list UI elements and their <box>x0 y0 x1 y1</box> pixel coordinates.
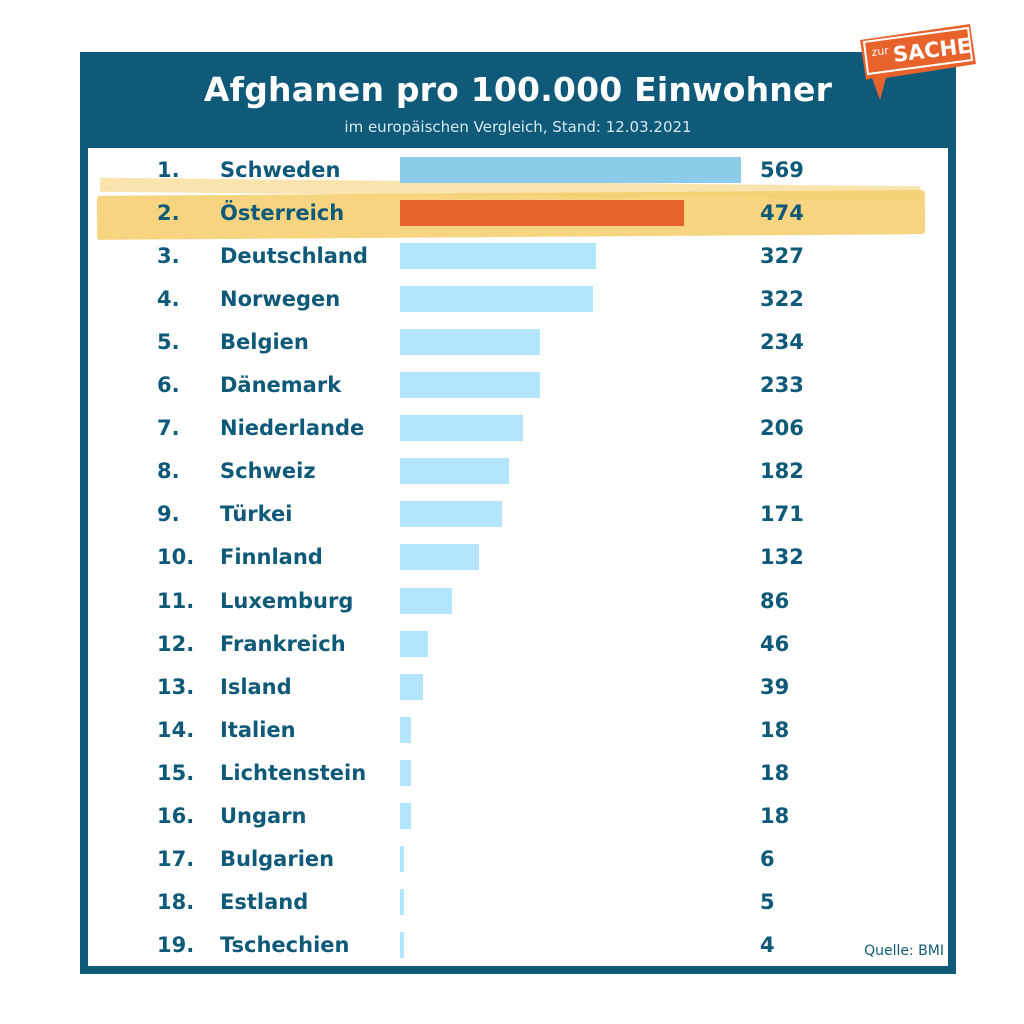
chart-panel <box>88 148 948 966</box>
rank-label: 15. <box>157 761 195 785</box>
zur-sache-logo-icon: zur SACHE <box>860 24 976 100</box>
value-label: 234 <box>760 330 804 354</box>
bar <box>400 329 541 355</box>
country-label: Dänemark <box>220 373 342 397</box>
rank-label: 16. <box>157 804 195 828</box>
country-label: Deutschland <box>220 244 368 268</box>
chart-subtitle: im europäischen Vergleich, Stand: 12.03.… <box>344 118 692 136</box>
bar <box>400 588 452 614</box>
country-label: Österreich <box>220 201 345 225</box>
source-note: Quelle: BMI <box>864 943 944 959</box>
country-label: Estland <box>220 890 309 914</box>
rank-label: 10. <box>157 545 195 569</box>
rank-label: 1. <box>157 158 180 182</box>
rank-label: 9. <box>157 502 180 526</box>
rank-label: 11. <box>157 589 195 613</box>
rank-label: 18. <box>157 890 195 914</box>
bar <box>400 544 480 570</box>
rank-label: 4. <box>157 287 180 311</box>
rank-label: 19. <box>157 933 195 957</box>
country-label: Schweiz <box>220 459 316 483</box>
rank-label: 5. <box>157 330 180 354</box>
bar <box>400 803 411 829</box>
country-label: Schweden <box>220 158 341 182</box>
value-label: 132 <box>760 545 804 569</box>
rank-label: 2. <box>157 201 180 225</box>
value-label: 182 <box>760 459 804 483</box>
value-label: 474 <box>760 201 804 225</box>
rank-label: 6. <box>157 373 180 397</box>
rank-label: 12. <box>157 632 195 656</box>
bar <box>400 889 404 915</box>
country-label: Norwegen <box>220 287 341 311</box>
country-label: Ungarn <box>220 804 307 828</box>
value-label: 327 <box>760 244 804 268</box>
value-label: 4 <box>760 933 775 957</box>
country-label: Frankreich <box>220 632 346 656</box>
logo-small-text: zur <box>871 44 890 59</box>
rank-label: 13. <box>157 675 195 699</box>
value-label: 233 <box>760 373 804 397</box>
value-label: 18 <box>760 718 790 742</box>
bar <box>400 200 685 226</box>
rank-label: 14. <box>157 718 195 742</box>
bar <box>400 717 411 743</box>
bar <box>400 286 593 312</box>
country-label: Bulgarien <box>220 847 335 871</box>
bar <box>400 674 424 700</box>
bar <box>400 631 428 657</box>
rank-label: 7. <box>157 416 180 440</box>
bar <box>400 932 404 958</box>
country-label: Belgien <box>220 330 309 354</box>
country-label: Niederlande <box>220 416 365 440</box>
value-label: 46 <box>760 632 790 656</box>
value-label: 18 <box>760 761 790 785</box>
bar <box>400 760 411 786</box>
value-label: 39 <box>760 675 790 699</box>
country-label: Island <box>220 675 292 699</box>
rank-label: 8. <box>157 459 180 483</box>
value-label: 5 <box>760 890 775 914</box>
value-label: 6 <box>760 847 775 871</box>
country-label: Lichtenstein <box>220 761 367 785</box>
value-label: 322 <box>760 287 804 311</box>
country-label: Tschechien <box>220 933 350 957</box>
value-label: 171 <box>760 502 804 526</box>
country-label: Italien <box>220 718 296 742</box>
value-label: 86 <box>760 589 790 613</box>
bar <box>400 846 404 872</box>
bar <box>400 157 741 183</box>
chart-title: Afghanen pro 100.000 Einwohner <box>203 70 833 109</box>
country-label: Finnland <box>220 545 323 569</box>
value-label: 206 <box>760 416 804 440</box>
bar <box>400 501 503 527</box>
bar <box>400 243 596 269</box>
bar <box>400 458 510 484</box>
value-label: 18 <box>760 804 790 828</box>
bar <box>400 415 524 441</box>
country-label: Türkei <box>220 502 293 526</box>
rank-label: 17. <box>157 847 195 871</box>
bar <box>400 372 540 398</box>
country-label: Luxemburg <box>220 589 354 613</box>
rank-label: 3. <box>157 244 180 268</box>
value-label: 569 <box>760 158 804 182</box>
